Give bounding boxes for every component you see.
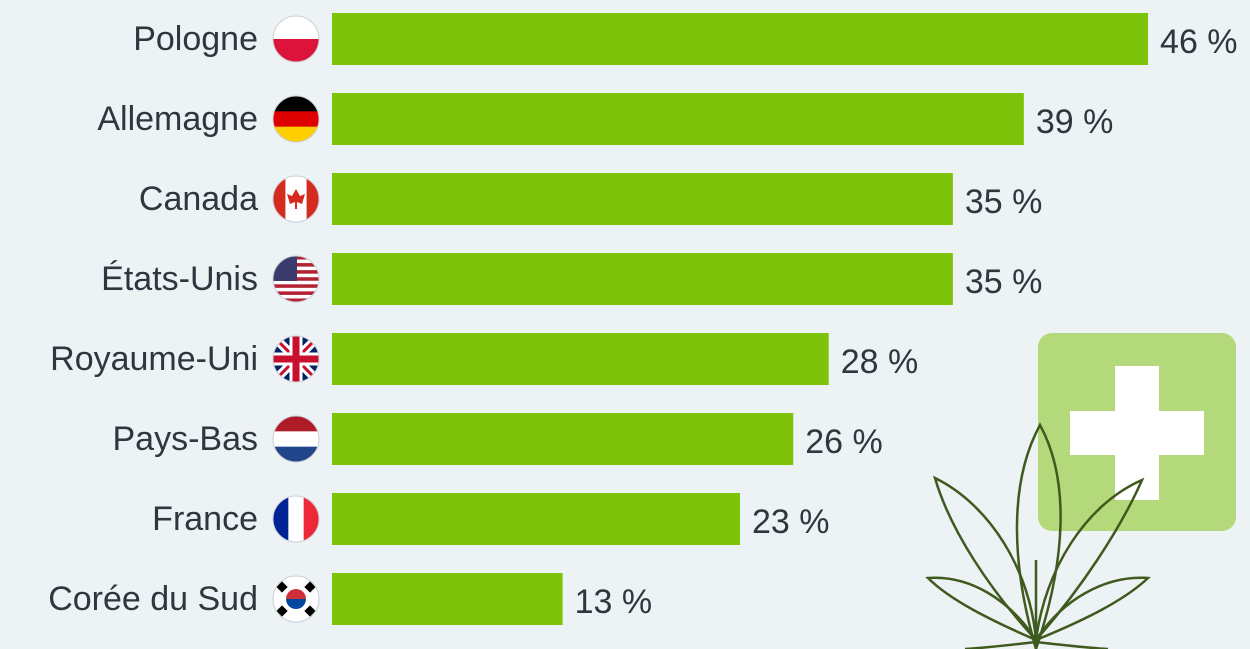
value-label: 23 % [752,503,830,541]
bar [332,573,563,625]
value-label: 35 % [965,183,1043,221]
bar [332,173,953,225]
flag-stripe [304,496,320,542]
flag-icon [273,336,319,382]
flag-icon [273,576,319,622]
flag-icon [273,256,319,302]
flag-stripe [273,281,319,285]
category-label: Canada [139,180,258,218]
value-label: 13 % [575,583,653,621]
flag-icon [273,176,320,222]
category-label: Corée du Sud [48,580,258,618]
flag-stripe [273,39,319,63]
flag-icon [273,496,320,542]
value-label: 35 % [965,263,1043,301]
value-label: 28 % [841,343,919,381]
bar [332,493,740,545]
category-label: Royaume-Uni [50,340,258,378]
category-label: Allemagne [97,100,258,138]
category-label: Pays-Bas [113,420,259,458]
flag-stripe [273,431,319,447]
flag-stripe [273,447,319,463]
flag-canton [273,256,297,281]
flag-stripe [273,111,319,127]
flag-icon [273,16,319,63]
bar [332,93,1024,145]
bar [332,333,829,385]
bar [332,413,793,465]
flag-stripe [273,288,319,292]
chart: Pologne 46 % Allemagne 39 % Canada 35 % États-… [0,0,1250,649]
bar [332,13,1148,65]
category-label: France [152,500,258,538]
category-label: États-Unis [101,260,258,298]
flag-stripe [273,96,319,112]
flag-stripe [273,16,319,40]
flag-stripe [273,416,319,432]
flag-icon [273,96,319,143]
flag-stripe [273,291,319,295]
category-label: Pologne [133,20,258,58]
flag-stripe [273,496,289,542]
decoration [928,333,1236,649]
bar [332,253,953,305]
value-label: 46 % [1160,23,1238,61]
flag-stripe [288,496,304,542]
flag-stripe [273,127,319,143]
flag-icon [273,416,319,463]
value-label: 26 % [805,423,883,461]
flag-stripe [273,284,319,288]
value-label: 39 % [1036,103,1114,141]
